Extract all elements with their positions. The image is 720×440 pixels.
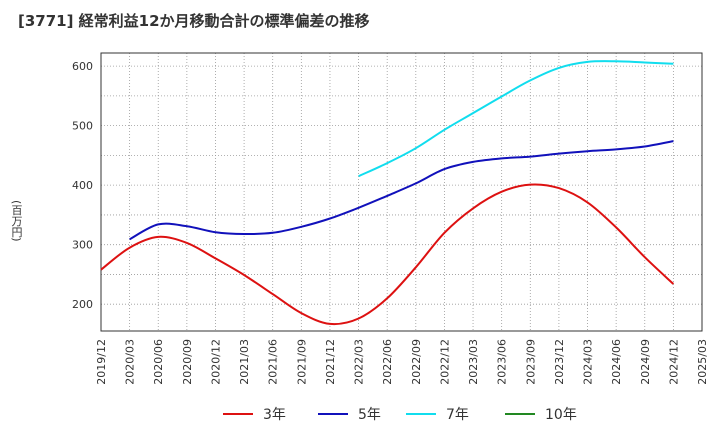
legend-label-3年: 3年 [263,407,286,423]
plot-area [100,52,703,332]
x-axis-ticks: 2019/12 2020/03 2020/06 2020/09 2020/12 2021/… [95,339,709,385]
legend-label-5年: 5年 [358,407,381,423]
x-tick-label: 2021/12 [324,339,337,385]
x-tick-label: 2021/09 [295,339,308,385]
x-tick-label: 2024/12 [667,339,680,385]
plot-frame [100,52,703,332]
y-tick-label: 500 [72,120,93,133]
x-tick-label: 2025/03 [696,339,709,385]
x-tick-label: 2024/06 [610,339,623,385]
y-axis-label: (百万円) [10,200,23,242]
legend: 3年 5年 7年 10年 [223,407,577,423]
series-line-7年 [358,60,674,178]
x-tick-label: 2019/12 [95,339,108,385]
x-tick-label: 2021/06 [267,339,280,385]
x-tick-label: 2020/03 [124,339,137,385]
x-tick-label: 2024/03 [582,339,595,385]
series-line-3年 [100,183,675,326]
legend-label-10年: 10年 [545,407,577,423]
legend-label-7年: 7年 [446,407,469,423]
x-tick-label: 2020/09 [181,339,194,385]
chart-title: [3771] 経常利益12か月移動合計の標準偏差の推移 [18,12,370,30]
grid-lines [100,53,703,331]
x-tick-label: 2020/06 [152,339,165,385]
x-tick-label: 2022/06 [381,339,394,385]
series-lines [100,60,675,326]
series-line-5年 [129,140,674,241]
x-tick-label: 2023/09 [524,339,537,385]
y-tick-label: 400 [72,179,93,192]
y-tick-label: 200 [72,298,93,311]
x-tick-label: 2022/12 [438,339,451,385]
y-tick-label: 300 [72,239,93,252]
x-tick-label: 2024/09 [639,339,652,385]
x-tick-label: 2020/12 [209,339,222,385]
y-axis-ticks: 200 300 400 500 600 [72,60,93,311]
x-tick-label: 2022/09 [410,339,423,385]
x-tick-label: 2023/12 [553,339,566,385]
x-tick-label: 2022/03 [353,339,366,385]
x-tick-label: 2023/03 [467,339,480,385]
x-tick-label: 2023/06 [496,339,509,385]
y-tick-label: 600 [72,60,93,73]
x-tick-label: 2021/03 [238,339,251,385]
